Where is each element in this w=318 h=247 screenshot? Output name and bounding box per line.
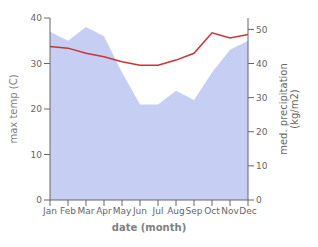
svg-text:Apr: Apr — [96, 206, 112, 216]
svg-text:Jul: Jul — [152, 206, 164, 216]
svg-text:Jan: Jan — [42, 206, 57, 216]
svg-text:Jun: Jun — [132, 206, 147, 216]
svg-text:Feb: Feb — [60, 206, 76, 216]
svg-text:Mar: Mar — [78, 206, 95, 216]
svg-text:20: 20 — [256, 127, 268, 137]
svg-text:Nov: Nov — [221, 206, 239, 216]
svg-text:30: 30 — [256, 93, 268, 103]
svg-text:Dec: Dec — [239, 206, 256, 216]
svg-text:40: 40 — [31, 13, 43, 23]
svg-text:med. precipitation(kg/m2): med. precipitation(kg/m2) — [278, 63, 300, 155]
svg-text:Oct: Oct — [204, 206, 220, 216]
svg-text:0: 0 — [256, 195, 262, 205]
svg-text:40: 40 — [256, 59, 268, 69]
svg-text:Aug: Aug — [167, 206, 185, 216]
svg-text:date (month): date (month) — [112, 222, 186, 233]
svg-text:10: 10 — [31, 150, 43, 160]
svg-text:10: 10 — [256, 161, 268, 171]
svg-text:0: 0 — [36, 195, 42, 205]
svg-text:50: 50 — [256, 25, 268, 35]
svg-text:May: May — [113, 206, 132, 216]
svg-text:20: 20 — [31, 104, 43, 114]
svg-text:30: 30 — [31, 59, 43, 69]
svg-text:max temp (C): max temp (C) — [8, 74, 19, 143]
svg-text:Sep: Sep — [186, 206, 203, 216]
